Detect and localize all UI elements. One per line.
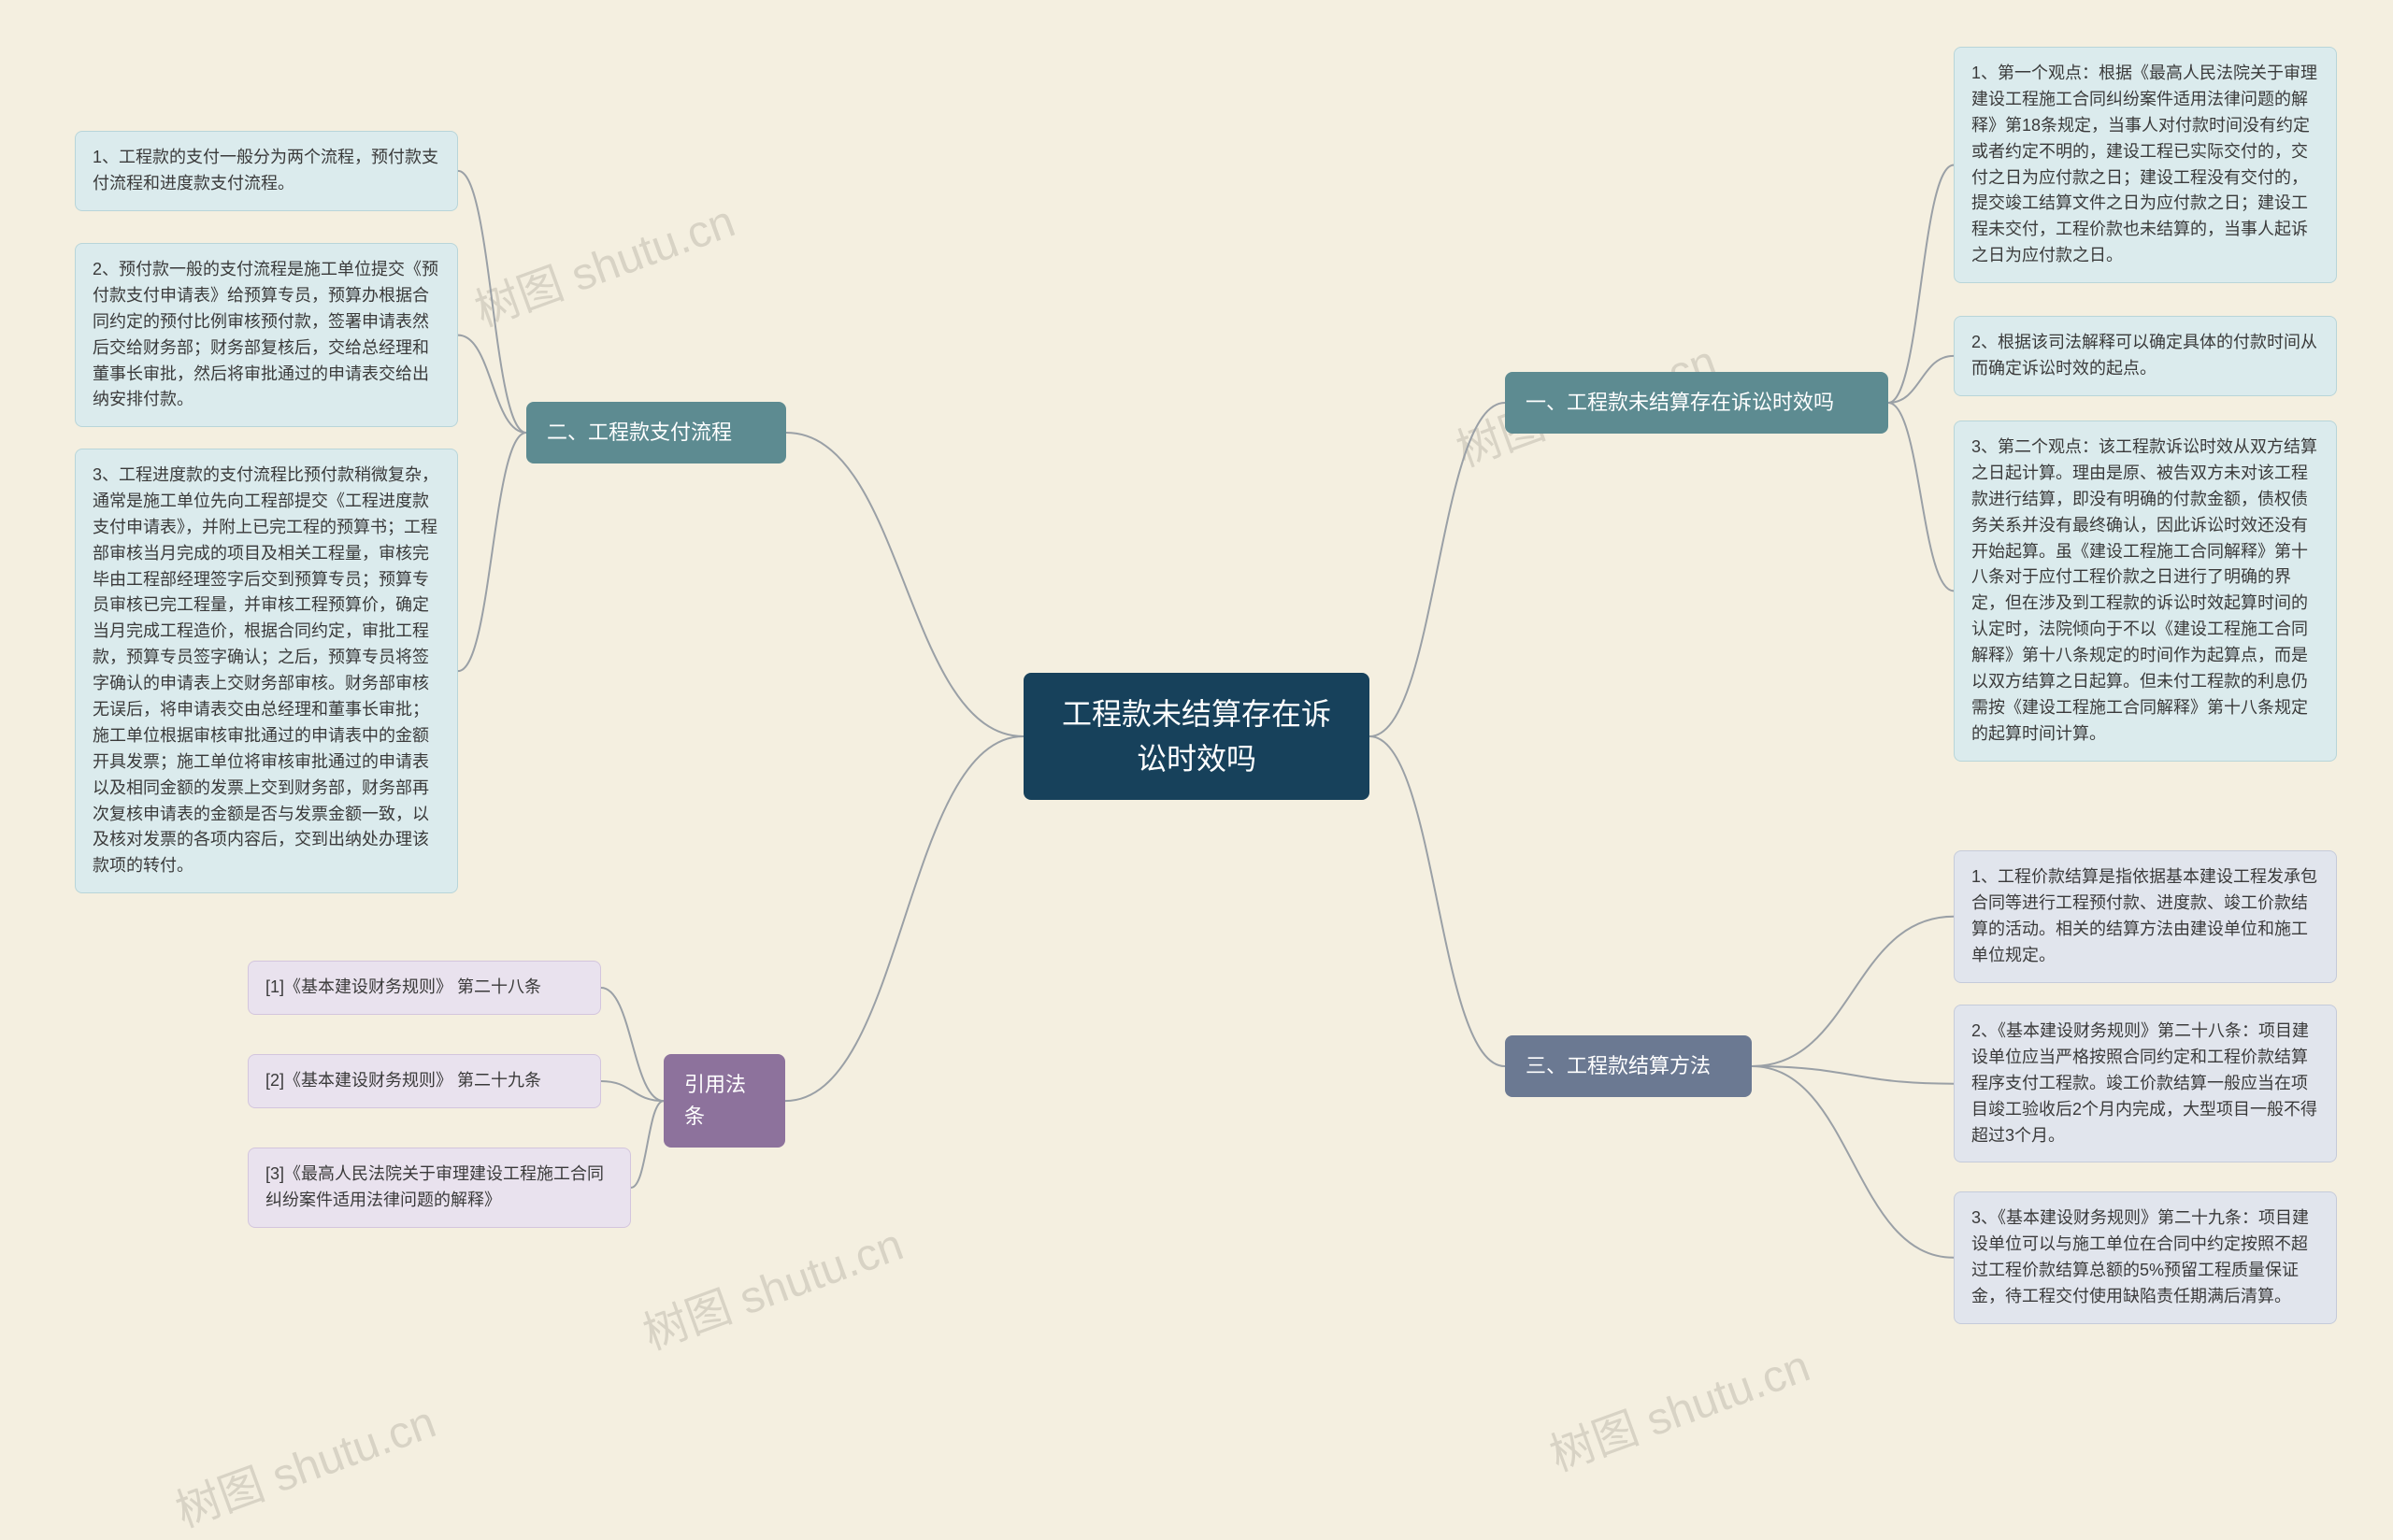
leaf-node: [2]《基本建设财务规则》 第二十九条	[248, 1054, 601, 1108]
center-node: 工程款未结算存在诉讼时效吗	[1024, 673, 1369, 800]
watermark: 树图 shutu.cn	[165, 1385, 443, 1539]
leaf-node: 1、工程价款结算是指依据基本建设工程发承包合同等进行工程预付款、进度款、竣工价款…	[1954, 850, 2337, 983]
leaf-node: 3、《基本建设财务规则》第二十九条：项目建设单位可以与施工单位在合同中约定按照不…	[1954, 1191, 2337, 1324]
leaf-node: 2、根据该司法解释可以确定具体的付款时间从而确定诉讼时效的起点。	[1954, 316, 2337, 396]
leaf-node: 1、工程款的支付一般分为两个流程，预付款支付流程和进度款支付流程。	[75, 131, 458, 211]
branch-3: 三、工程款结算方法	[1505, 1035, 1752, 1097]
leaf-node: [1]《基本建设财务规则》 第二十八条	[248, 961, 601, 1015]
branch-1: 一、工程款未结算存在诉讼时效吗	[1505, 372, 1888, 434]
leaf-node: 1、第一个观点：根据《最高人民法院关于审理建设工程施工合同纠纷案件适用法律问题的…	[1954, 47, 2337, 283]
branch-2: 二、工程款支付流程	[526, 402, 786, 463]
leaf-node: [3]《最高人民法院关于审理建设工程施工合同纠纷案件适用法律问题的解释》	[248, 1148, 631, 1228]
watermark: 树图 shutu.cn	[633, 1207, 910, 1362]
leaf-node: 2、预付款一般的支付流程是施工单位提交《预付款支付申请表》给预算专员，预算办根据…	[75, 243, 458, 427]
leaf-node: 3、第二个观点：该工程款诉讼时效从双方结算之日起计算。理由是原、被告双方未对该工…	[1954, 421, 2337, 762]
watermark: 树图 shutu.cn	[465, 184, 742, 338]
leaf-node: 2、《基本建设财务规则》第二十八条：项目建设单位应当严格按照合同约定和工程价款结…	[1954, 1005, 2337, 1162]
leaf-node: 3、工程进度款的支付流程比预付款稍微复杂，通常是施工单位先向工程部提交《工程进度…	[75, 449, 458, 893]
watermark: 树图 shutu.cn	[1540, 1329, 1817, 1483]
branch-4: 引用法条	[664, 1054, 785, 1148]
